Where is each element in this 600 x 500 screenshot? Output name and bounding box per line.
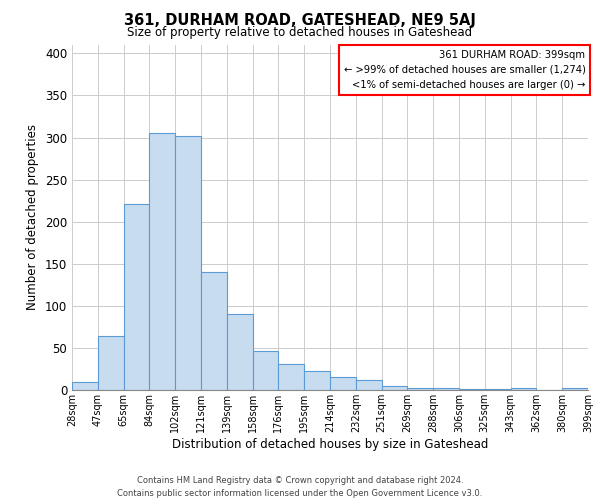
Bar bbox=[149, 134, 175, 390]
Bar bbox=[485, 389, 511, 390]
Bar bbox=[330, 376, 356, 390]
Bar bbox=[72, 382, 98, 390]
Bar bbox=[201, 272, 227, 390]
Bar bbox=[433, 388, 459, 390]
Bar bbox=[562, 388, 588, 390]
Bar bbox=[227, 314, 253, 390]
Bar bbox=[407, 388, 433, 390]
Bar bbox=[382, 386, 407, 390]
Bar bbox=[124, 204, 149, 390]
Bar bbox=[356, 380, 382, 390]
Bar bbox=[175, 136, 201, 390]
Bar bbox=[459, 389, 485, 390]
Bar bbox=[253, 352, 278, 390]
Text: 361, DURHAM ROAD, GATESHEAD, NE9 5AJ: 361, DURHAM ROAD, GATESHEAD, NE9 5AJ bbox=[124, 12, 476, 28]
Bar bbox=[98, 336, 124, 390]
Bar bbox=[511, 388, 536, 390]
Text: 361 DURHAM ROAD: 399sqm
← >99% of detached houses are smaller (1,274)
<1% of sem: 361 DURHAM ROAD: 399sqm ← >99% of detach… bbox=[344, 50, 586, 90]
Bar bbox=[278, 364, 304, 390]
Text: Size of property relative to detached houses in Gateshead: Size of property relative to detached ho… bbox=[127, 26, 473, 39]
Y-axis label: Number of detached properties: Number of detached properties bbox=[26, 124, 40, 310]
X-axis label: Distribution of detached houses by size in Gateshead: Distribution of detached houses by size … bbox=[172, 438, 488, 450]
Text: Contains HM Land Registry data © Crown copyright and database right 2024.
Contai: Contains HM Land Registry data © Crown c… bbox=[118, 476, 482, 498]
Bar bbox=[304, 372, 330, 390]
